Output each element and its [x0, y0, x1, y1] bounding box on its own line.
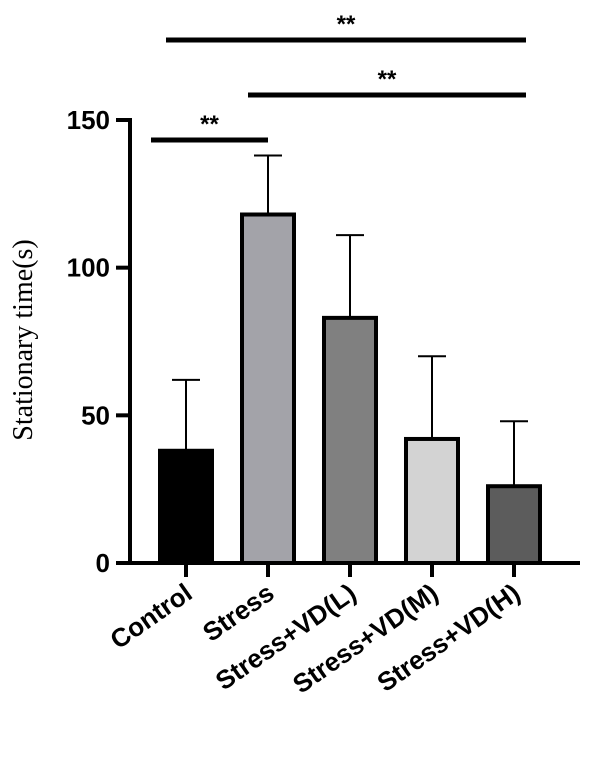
bar-stress [240, 212, 296, 566]
bar-stress-vd-m- [404, 436, 460, 565]
x-tick-label: Stress+VD(H) [372, 577, 526, 697]
significance-label: ** [337, 11, 356, 38]
y-tick-label: 100 [67, 253, 110, 283]
x-tick-label: Stress+VD(L) [210, 577, 362, 696]
significance-label: ** [200, 111, 219, 138]
significance-annotations: ** ** ** [151, 11, 526, 143]
y-axis-label: Stationary time(s) [8, 239, 39, 440]
y-tick-label: 50 [81, 400, 110, 430]
bar-control [158, 448, 214, 566]
bars [158, 154, 542, 566]
y-tick-label: 0 [96, 548, 110, 578]
bar-stress-vd-h- [486, 484, 542, 566]
x-tick-label: Control [105, 577, 198, 655]
y-tick-label: 150 [67, 105, 110, 135]
bar-stress-vd-l- [322, 315, 378, 565]
significance-label: ** [378, 66, 397, 93]
